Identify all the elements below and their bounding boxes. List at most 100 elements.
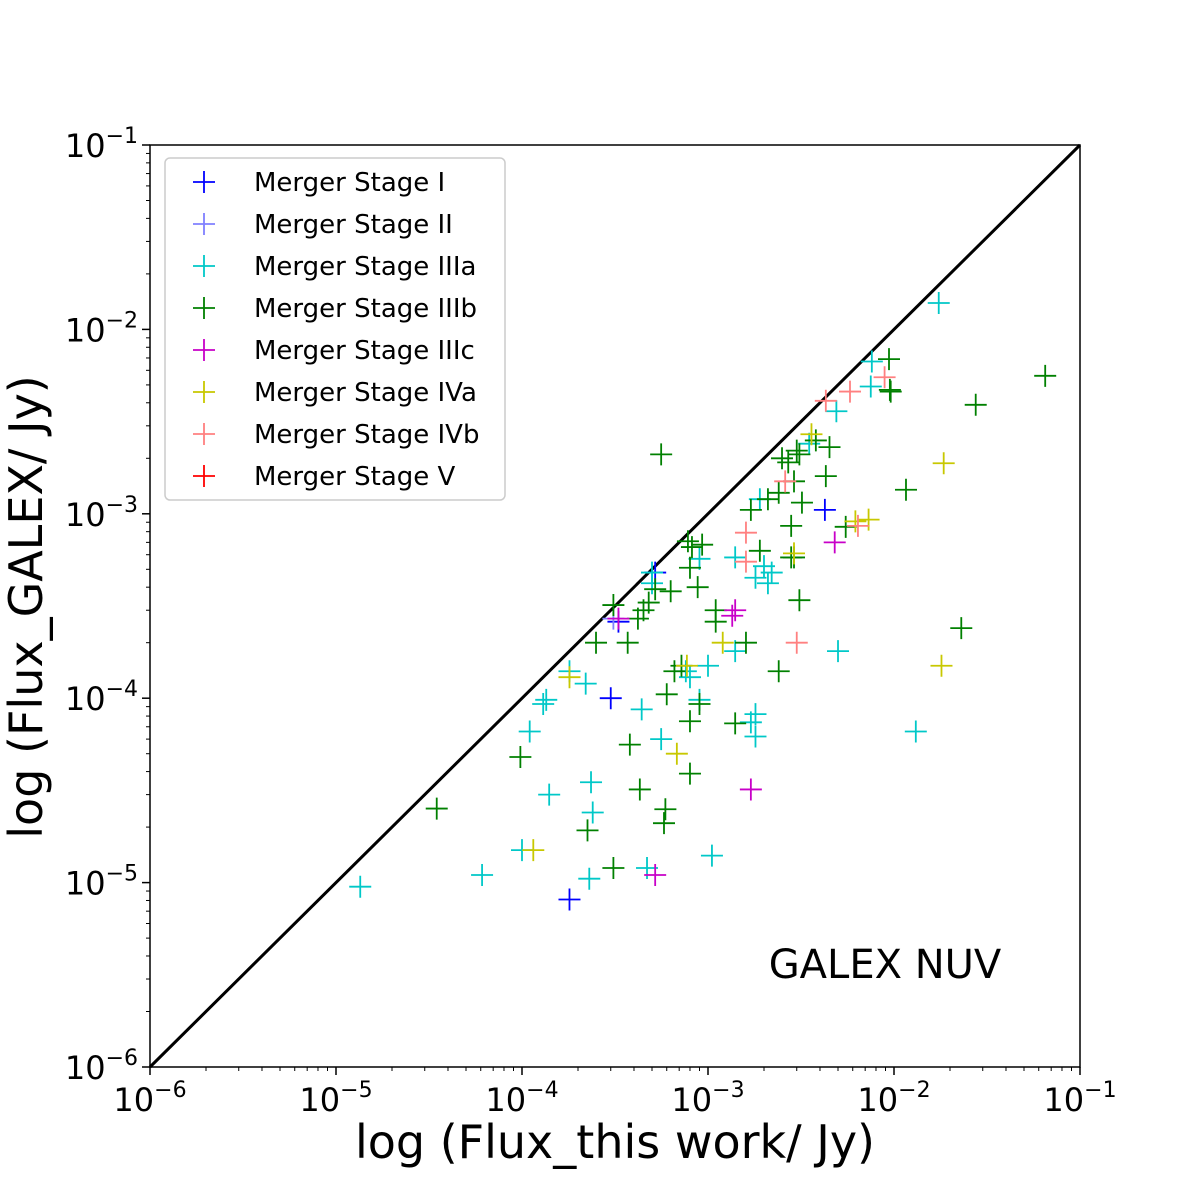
- data-point: [626, 607, 649, 630]
- data-point: [873, 366, 896, 389]
- series-merger-stage-ivb: [734, 366, 896, 654]
- tick-labels: 10−6 10−5 10−4 10−3 10−2 10−110−610−510−410−3…: [65, 124, 1117, 1119]
- data-point: [632, 599, 655, 622]
- data-point: [800, 423, 823, 446]
- data-point: [518, 720, 541, 743]
- legend-label: Merger Stage IIIa: [254, 252, 476, 282]
- data-point: [739, 498, 762, 521]
- data-point: [904, 720, 927, 743]
- data-point: [678, 710, 701, 733]
- x-tick-label: 10−5: [299, 1078, 372, 1119]
- data-point: [535, 688, 558, 711]
- data-point: [788, 443, 811, 466]
- data-point: [724, 640, 747, 663]
- data-point: [678, 556, 701, 579]
- legend-marker: [193, 171, 215, 193]
- data-point: [834, 515, 857, 538]
- data-point: [532, 693, 555, 716]
- data-point: [950, 617, 973, 640]
- y-tick-label-base: 10: [65, 496, 106, 534]
- y-tick-label: 10−5: [65, 862, 138, 903]
- data-point: [930, 654, 953, 677]
- x-tick-label: 10−2: [857, 1078, 930, 1119]
- data-point: [585, 631, 608, 654]
- data-point: [744, 725, 767, 748]
- x-tick-label-exponent: −3: [712, 1078, 744, 1103]
- x-tick-label-exponent: −2: [898, 1078, 930, 1103]
- data-point: [859, 375, 882, 398]
- data-point: [814, 389, 837, 412]
- data-point: [790, 491, 813, 514]
- data-point: [813, 498, 836, 521]
- data-point: [1034, 364, 1057, 387]
- data-point: [558, 888, 581, 911]
- data-point: [618, 733, 641, 756]
- data-point: [659, 580, 682, 603]
- data-point: [771, 447, 794, 470]
- data-point: [767, 481, 790, 504]
- legend-marker: [193, 339, 215, 361]
- y-tick-label-base: 10: [65, 311, 106, 349]
- data-point: [724, 712, 747, 735]
- data-point: [581, 801, 604, 824]
- data-point: [697, 654, 719, 677]
- y-tick-label-base: 10: [65, 1049, 106, 1087]
- y-axis-title: log (Flux_GALEX/ Jy): [0, 375, 53, 838]
- x-tick-label: 10−6: [113, 1078, 186, 1119]
- legend-marker: [193, 255, 215, 277]
- one-to-one-line: [148, 143, 1082, 1069]
- data-point: [711, 631, 734, 654]
- data-point: [349, 875, 372, 898]
- data-point: [425, 797, 448, 820]
- x-tick-label-exponent: −1: [1084, 1078, 1116, 1103]
- legend-label: Merger Stage IVb: [254, 420, 479, 450]
- data-point: [602, 594, 625, 617]
- legend-label: Merger Stage IIIb: [254, 294, 477, 324]
- data-point: [538, 783, 561, 806]
- data-point: [680, 536, 703, 559]
- data-point: [522, 839, 545, 862]
- data-point: [788, 589, 811, 612]
- points-layer: [349, 292, 1057, 911]
- data-point: [823, 531, 846, 554]
- data-point: [894, 478, 917, 501]
- data-point: [734, 550, 757, 573]
- data-point: [654, 798, 677, 821]
- data-point: [558, 666, 581, 689]
- data-point: [748, 539, 771, 562]
- data-point: [602, 856, 625, 879]
- data-point: [616, 631, 639, 654]
- data-point: [665, 742, 688, 765]
- data-point: [780, 514, 803, 537]
- data-point: [780, 546, 803, 569]
- legend-marker: [193, 381, 215, 403]
- series-merger-stage-iiib: [425, 348, 1057, 879]
- data-point: [599, 687, 622, 710]
- x-tick-label: 10−3: [671, 1078, 744, 1119]
- legend-label: Merger Stage I: [254, 168, 445, 198]
- legend-label: Merger Stage IIIc: [254, 336, 475, 366]
- data-point: [641, 561, 664, 584]
- data-point: [704, 610, 727, 633]
- data-point: [650, 443, 673, 466]
- x-tick-label-exponent: −4: [526, 1078, 558, 1103]
- data-point: [607, 607, 630, 630]
- data-point: [860, 350, 883, 373]
- series-merger-stage-iiia: [349, 292, 950, 898]
- y-tick-label-exponent: −3: [106, 493, 138, 518]
- x-tick-label-exponent: −6: [154, 1078, 186, 1103]
- data-point: [678, 762, 701, 785]
- y-tick-label: 10−6: [65, 1046, 138, 1087]
- data-point: [580, 771, 603, 794]
- data-point: [652, 812, 675, 835]
- x-tick-label: 10−1: [1043, 1078, 1116, 1119]
- data-point: [734, 631, 757, 654]
- data-point: [675, 654, 698, 677]
- x-axis-title: log (Flux_this work/ Jy): [355, 1115, 875, 1169]
- data-point: [724, 546, 747, 569]
- plot-area-frame: [149, 144, 1081, 1068]
- data-point: [825, 400, 848, 423]
- data-point: [576, 819, 599, 842]
- data-point: [785, 631, 808, 654]
